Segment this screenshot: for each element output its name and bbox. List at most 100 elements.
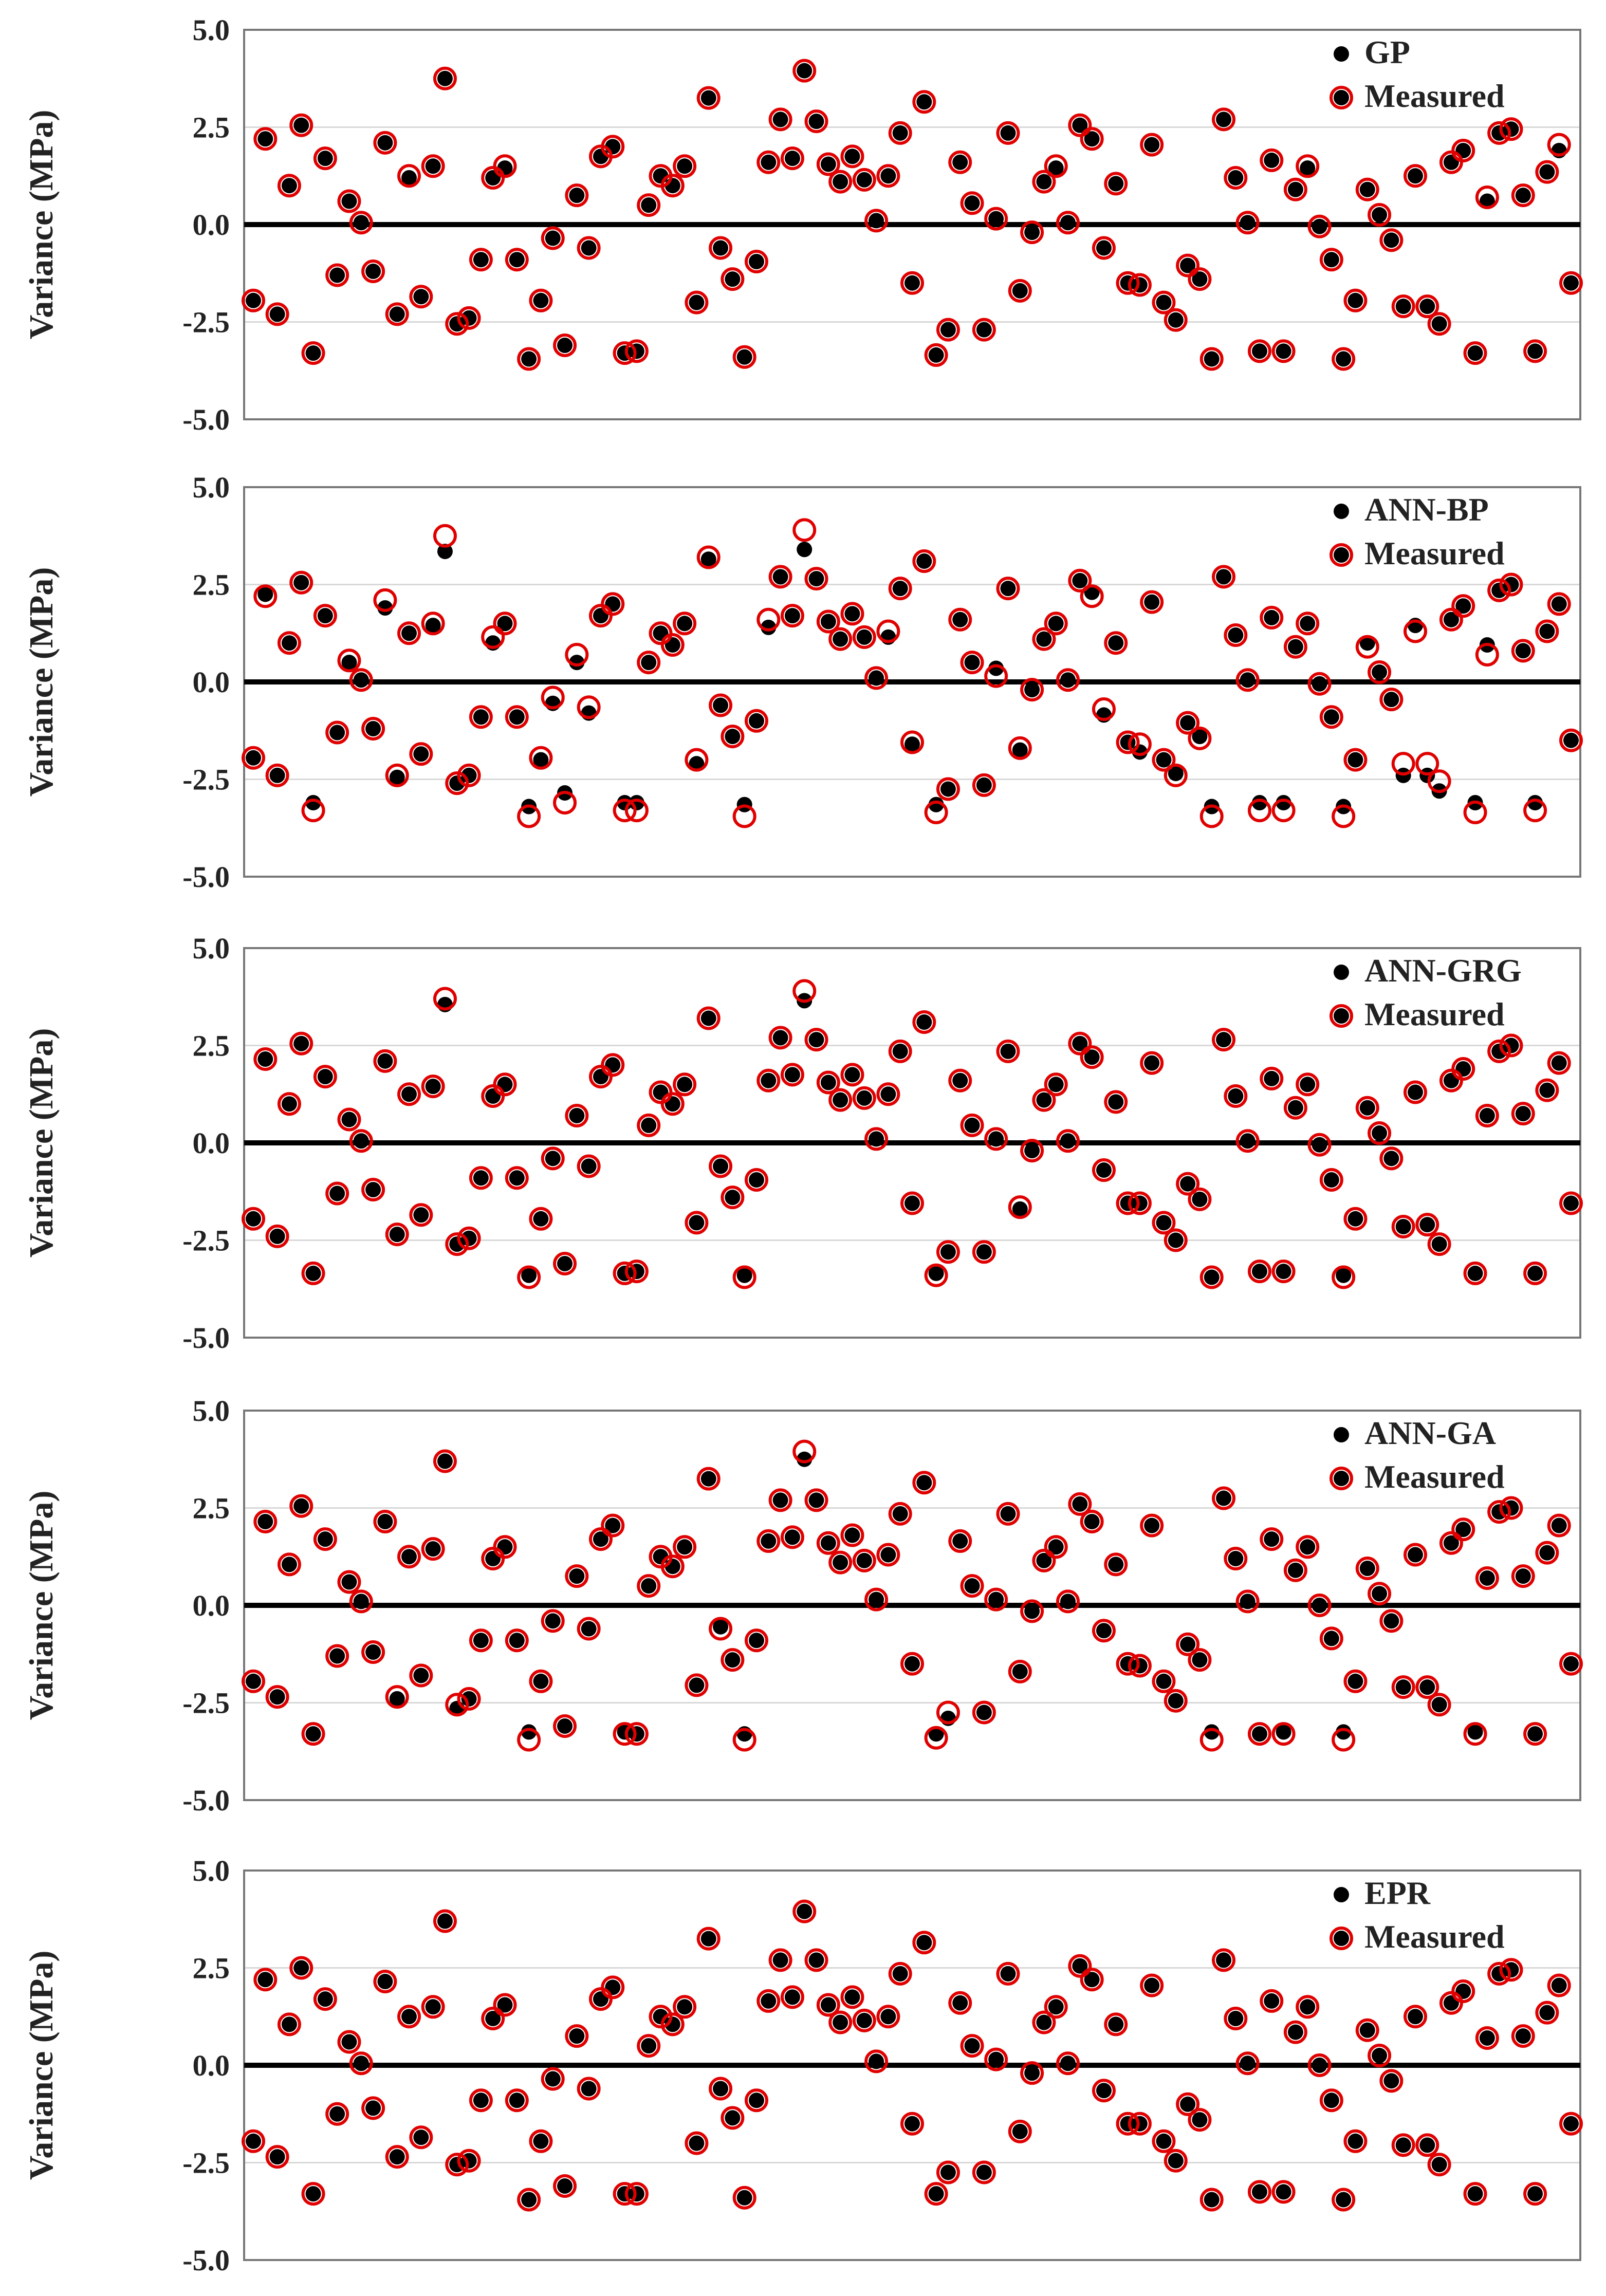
point-ann-ga bbox=[509, 1633, 525, 1649]
point-ann-grg bbox=[1359, 1100, 1375, 1116]
point-measured bbox=[1307, 1133, 1332, 1157]
point-measured bbox=[1188, 726, 1212, 750]
point-measured bbox=[577, 236, 601, 260]
point-ann-grg bbox=[748, 1172, 764, 1188]
point-measured bbox=[1535, 619, 1559, 643]
point-measured bbox=[517, 347, 541, 371]
point-measured bbox=[373, 1510, 397, 1534]
point-ann-bp bbox=[833, 631, 848, 647]
point-measured bbox=[565, 1564, 589, 1588]
point-measured bbox=[1499, 1033, 1523, 1058]
point-measured bbox=[1427, 2153, 1451, 2177]
point-ann-grg bbox=[1048, 1077, 1064, 1093]
point-measured bbox=[505, 2088, 529, 2113]
point-measured bbox=[888, 1502, 912, 1526]
point-ann-ga bbox=[1395, 1679, 1411, 1695]
point-measured bbox=[277, 631, 301, 655]
point-measured bbox=[1487, 1500, 1511, 1524]
point-ann-ga bbox=[748, 1633, 764, 1649]
point-measured bbox=[709, 693, 733, 717]
point-epr bbox=[689, 2135, 705, 2151]
point-ann-grg bbox=[725, 1190, 741, 1206]
point-gp bbox=[1251, 343, 1267, 359]
point-measured bbox=[1523, 1261, 1547, 1285]
point-ann-grg bbox=[1000, 1043, 1016, 1059]
point-gp bbox=[1419, 299, 1435, 314]
point-measured bbox=[373, 588, 397, 612]
panel-ann-ga: 5.0 2.5 0.0 -2.5 -5.0 Variance (MPa) ANN-GA Mea… bbox=[23, 1394, 1583, 1817]
point-ann-bp bbox=[1000, 581, 1016, 597]
point-epr bbox=[1132, 2116, 1148, 2132]
point-measured bbox=[1559, 728, 1583, 752]
point-measured bbox=[1032, 2010, 1056, 2034]
point-ann-bp bbox=[1276, 794, 1291, 810]
point-ann-grg bbox=[1240, 1133, 1256, 1149]
point-measured bbox=[1332, 804, 1356, 828]
point-epr bbox=[1108, 2016, 1124, 2032]
point-ann-grg bbox=[1012, 1201, 1028, 1217]
point-measured bbox=[936, 1240, 960, 1264]
point-ann-bp bbox=[820, 614, 836, 629]
point-measured bbox=[1343, 1207, 1368, 1231]
point-ann-grg bbox=[246, 1211, 261, 1227]
point-ann-grg bbox=[353, 1133, 369, 1149]
y-tick-label: -5.0 bbox=[182, 1321, 230, 1355]
point-gp bbox=[856, 172, 872, 188]
point-epr bbox=[880, 2009, 896, 2025]
point-measured bbox=[768, 1948, 792, 1972]
point-ann-grg bbox=[1479, 1107, 1495, 1123]
legend: GP Measured bbox=[1330, 34, 1505, 114]
point-epr bbox=[641, 2038, 657, 2054]
point-measured bbox=[1343, 288, 1368, 312]
point-measured bbox=[1463, 800, 1487, 824]
point-measured bbox=[1080, 127, 1104, 151]
point-measured bbox=[900, 2112, 924, 2136]
point-ann-grg bbox=[736, 1267, 752, 1283]
point-epr bbox=[521, 2192, 537, 2208]
point-measured bbox=[792, 1439, 817, 1464]
point-gp bbox=[317, 151, 333, 166]
point-ann-grg bbox=[1503, 1038, 1519, 1053]
point-ann-ga bbox=[1300, 1539, 1316, 1555]
point-ann-grg bbox=[1563, 1195, 1579, 1211]
point-measured bbox=[1283, 177, 1307, 201]
point-measured bbox=[1547, 1973, 1571, 1997]
point-measured bbox=[1343, 1669, 1368, 1693]
point-measured bbox=[1247, 799, 1271, 823]
point-epr bbox=[1479, 2030, 1495, 2046]
point-ann-ga bbox=[1539, 1545, 1555, 1561]
point-ann-bp bbox=[844, 606, 860, 622]
point-measured bbox=[529, 2129, 553, 2153]
point-measured bbox=[624, 2182, 649, 2206]
point-measured bbox=[1296, 612, 1320, 636]
point-measured bbox=[1368, 1582, 1392, 1606]
point-epr bbox=[700, 1931, 716, 1947]
point-measured bbox=[768, 1488, 792, 1512]
point-epr bbox=[833, 2014, 848, 2030]
point-ann-ga bbox=[1383, 1613, 1399, 1629]
point-measured bbox=[1391, 2133, 1415, 2157]
point-measured bbox=[685, 290, 709, 314]
y-tick-label: 0.0 bbox=[193, 1126, 230, 1160]
point-ann-bp bbox=[700, 551, 716, 567]
point-ann-grg bbox=[1383, 1151, 1399, 1166]
point-ann-ga bbox=[329, 1648, 345, 1664]
point-measured bbox=[685, 2131, 709, 2155]
point-measured bbox=[888, 1961, 912, 1986]
point-epr bbox=[1276, 2184, 1291, 2200]
point-measured bbox=[1415, 1675, 1439, 1699]
point-measured bbox=[888, 1039, 912, 1063]
point-measured bbox=[361, 259, 385, 283]
point-ann-grg bbox=[1168, 1232, 1184, 1248]
point-ann-bp bbox=[928, 797, 944, 812]
point-measured bbox=[1511, 2024, 1535, 2048]
point-measured bbox=[1319, 2088, 1343, 2113]
y-axis-title: Variance (MPa) bbox=[23, 1491, 60, 1720]
point-ann-ga bbox=[1144, 1517, 1160, 1533]
legend-label-measured: Measured bbox=[1364, 1918, 1505, 1955]
point-epr bbox=[437, 1913, 453, 1929]
point-measured bbox=[385, 1685, 409, 1709]
point-ann-grg bbox=[509, 1170, 525, 1186]
legend-label-measured: Measured bbox=[1364, 78, 1505, 114]
point-measured bbox=[1403, 1543, 1427, 1567]
